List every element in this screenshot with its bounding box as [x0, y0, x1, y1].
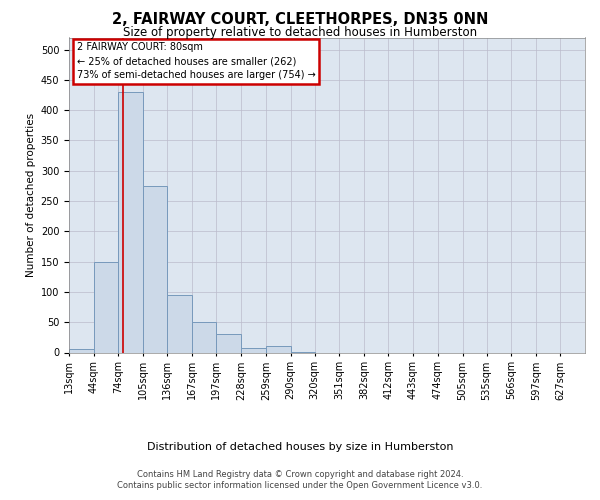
Bar [192, 322, 216, 352]
Text: Contains HM Land Registry data © Crown copyright and database right 2024.: Contains HM Land Registry data © Crown c… [137, 470, 463, 479]
Text: 2, FAIRWAY COURT, CLEETHORPES, DN35 0NN: 2, FAIRWAY COURT, CLEETHORPES, DN35 0NN [112, 12, 488, 26]
Bar [266, 346, 290, 352]
Bar [69, 350, 94, 352]
Bar [94, 262, 118, 352]
Bar [143, 186, 167, 352]
Text: Contains public sector information licensed under the Open Government Licence v3: Contains public sector information licen… [118, 481, 482, 490]
Text: 2 FAIRWAY COURT: 80sqm
← 25% of detached houses are smaller (262)
73% of semi-de: 2 FAIRWAY COURT: 80sqm ← 25% of detached… [77, 42, 316, 80]
Bar [118, 92, 143, 352]
Bar [241, 348, 266, 352]
Bar [167, 295, 192, 352]
Bar [216, 334, 241, 352]
Text: Size of property relative to detached houses in Humberston: Size of property relative to detached ho… [123, 26, 477, 39]
Text: Distribution of detached houses by size in Humberston: Distribution of detached houses by size … [147, 442, 453, 452]
Y-axis label: Number of detached properties: Number of detached properties [26, 113, 37, 277]
